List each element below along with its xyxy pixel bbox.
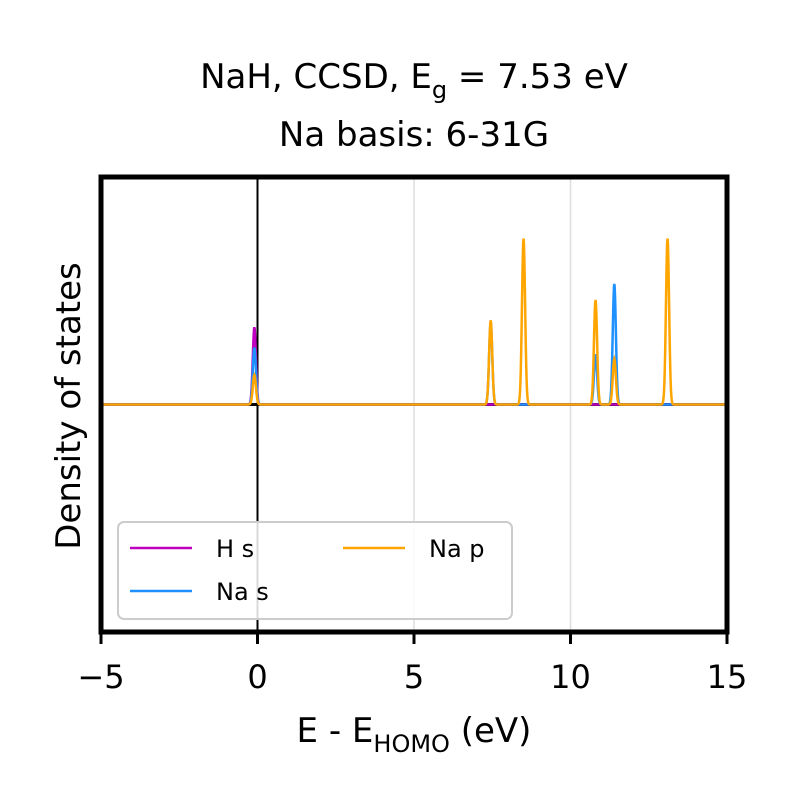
xlabel-tail: (eV) (450, 711, 532, 751)
x-tick-label: 5 (404, 658, 424, 696)
x-ticks: −5 0 5 10 15 (77, 632, 747, 696)
legend: H s Na s Na p (117, 521, 513, 620)
xlabel-main: E - E (297, 711, 374, 751)
xlabel-subscript: HOMO (373, 730, 450, 758)
x-tick-label: 0 (247, 658, 267, 696)
title-tail: = 7.53 eV (447, 57, 628, 97)
series-group (101, 238, 727, 406)
chart-title: NaH, CCSD, Eg = 7.53 eV (200, 57, 628, 104)
x-tick-label: −5 (77, 658, 124, 696)
x-axis-label: E - EHOMO (eV) (297, 711, 532, 758)
title-subscript: g (432, 76, 447, 104)
legend-label: H s (216, 535, 254, 563)
legend-box (117, 521, 513, 620)
y-axis-label: Density of states (49, 262, 89, 550)
chart-subtitle: Na basis: 6-31G (279, 115, 549, 155)
title-main: NaH, CCSD, E (200, 57, 432, 97)
legend-label: Na p (429, 535, 485, 563)
series-line-na-p (101, 238, 727, 406)
x-tick-label: 15 (707, 658, 748, 696)
x-tick-label: 10 (550, 658, 591, 696)
legend-label: Na s (216, 578, 269, 606)
